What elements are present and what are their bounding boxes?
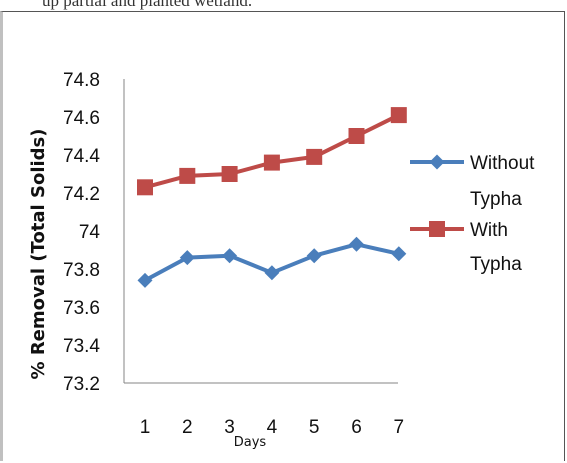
x-tick-label: 4	[267, 417, 278, 438]
data-point-marker	[390, 107, 407, 124]
data-point-marker	[263, 154, 280, 171]
x-tick-label: 2	[182, 417, 193, 438]
x-tick-label: 3	[224, 417, 235, 438]
x-axis-label: Days	[234, 435, 267, 450]
legend-label: Typha	[470, 254, 522, 275]
data-point-marker	[391, 246, 407, 262]
data-point-marker	[306, 248, 322, 264]
legend-label: Typha	[470, 189, 522, 210]
y-tick-label: 73.6	[63, 298, 100, 319]
x-tick-label: 6	[351, 417, 362, 438]
chart-frame	[0, 11, 565, 461]
top-text: up partial and planted wetland.	[42, 0, 253, 10]
y-tick-label: 73.8	[63, 260, 100, 281]
y-tick-label: 73.4	[63, 336, 100, 357]
data-point-marker	[349, 236, 364, 252]
x-tick-label: 5	[309, 417, 320, 438]
legend-label: Without	[470, 153, 535, 174]
legend-label: With	[470, 220, 508, 241]
legend-marker	[429, 221, 445, 237]
y-tick-label: 74	[79, 222, 101, 243]
data-point-marker	[179, 250, 195, 266]
data-point-marker	[222, 248, 238, 264]
data-point-marker	[348, 128, 365, 144]
y-tick-label: 73.2	[63, 374, 100, 395]
y-axis-label: % Removal (Total Solids)	[28, 129, 49, 380]
data-point-marker	[221, 166, 238, 182]
data-point-marker	[179, 167, 196, 184]
y-tick-label: 74.2	[63, 184, 100, 205]
data-point-marker	[137, 272, 153, 288]
data-point-marker	[137, 179, 153, 196]
y-tick-label: 74.6	[63, 108, 100, 129]
x-tick-label: 7	[394, 417, 405, 438]
y-tick-label: 74.4	[63, 146, 100, 167]
legend-marker	[429, 154, 445, 170]
data-point-marker	[306, 148, 323, 165]
x-tick-label: 1	[140, 417, 151, 438]
data-point-marker	[264, 265, 280, 281]
y-tick-label: 74.8	[63, 70, 100, 91]
